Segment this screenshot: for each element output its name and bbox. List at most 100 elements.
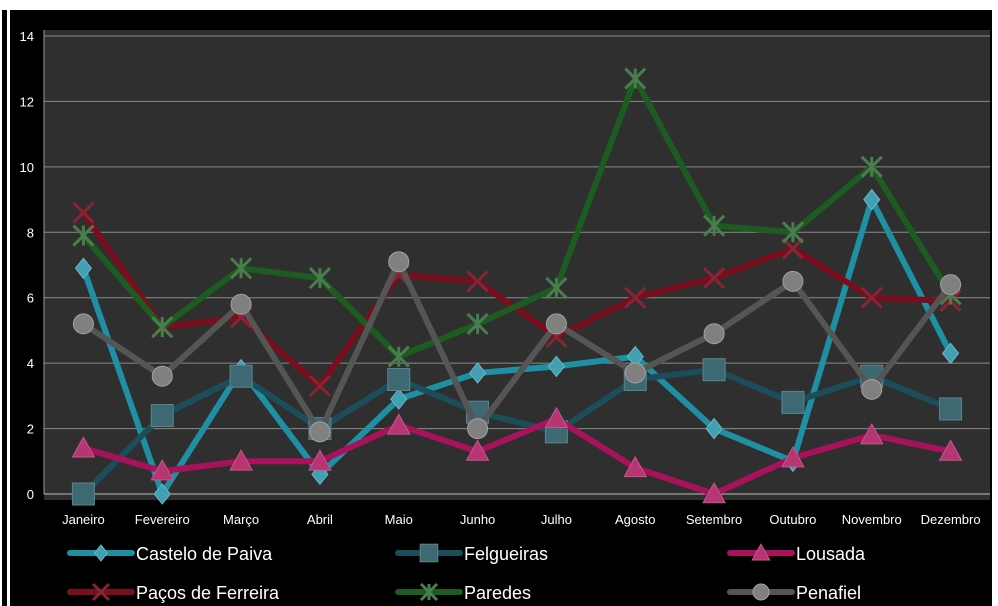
legend-item-paredes: Paredes — [395, 582, 531, 603]
x-tick-label: Julho — [541, 512, 572, 527]
data-point-lousada — [150, 459, 175, 481]
legend-swatch-marker — [419, 543, 439, 563]
data-point-penafiel — [467, 418, 489, 440]
data-point-penafiel — [624, 362, 646, 384]
data-point-lousada — [859, 423, 884, 445]
series-line-castelo-de-paiva — [80, 196, 954, 497]
data-point-felgueiras — [939, 397, 963, 421]
x-tick-label: Junho — [460, 512, 495, 527]
data-point-paredes — [308, 267, 331, 290]
legend-swatch-marker — [93, 544, 109, 562]
y-tick-label: 12 — [20, 94, 34, 109]
data-point-castelo-de-paiva — [468, 362, 487, 384]
legend-label: Penafiel — [796, 583, 861, 603]
data-point-lousada — [71, 436, 96, 458]
y-tick-label: 8 — [27, 225, 34, 240]
data-point-lousada — [386, 413, 411, 435]
data-point-lousada — [229, 449, 253, 471]
data-point-felgueiras — [229, 364, 253, 388]
data-point-felgueiras — [702, 358, 726, 382]
data-point-penafiel — [151, 365, 173, 387]
data-point-castelo-de-paiva — [547, 355, 566, 378]
x-tick-label: Novembro — [842, 512, 902, 527]
data-point-castelo-de-paiva — [390, 388, 408, 410]
legend-swatch-marker — [91, 582, 111, 602]
series-lousada — [71, 406, 963, 504]
legend-label: Felgueiras — [464, 544, 548, 564]
data-point-penafiel — [309, 421, 331, 443]
data-point-castelo-de-paiva — [153, 483, 171, 505]
y-tick-label: 14 — [20, 29, 34, 44]
y-tick-label: 0 — [27, 487, 34, 502]
legend-swatch-marker — [751, 543, 771, 561]
legend-swatch-marker — [419, 582, 439, 602]
y-tick-label: 4 — [27, 356, 34, 371]
series-line-penafiel — [80, 258, 954, 435]
data-point-lousada — [938, 439, 963, 461]
axes: 0 2 4 6 8 10 12 14 Janeiro Fevereiro Março Abril Mai… — [20, 29, 990, 527]
data-point-pa-os-de-ferreira — [72, 201, 95, 224]
data-point-pa-os-de-ferreira — [624, 286, 647, 309]
left-border — [2, 10, 7, 606]
legend-item-castelo-de-paiva: Castelo de Paiva — [67, 544, 273, 564]
data-point-pa-os-de-ferreira — [781, 237, 804, 260]
data-point-paredes — [860, 155, 883, 178]
data-point-penafiel — [230, 293, 252, 315]
data-point-paredes — [387, 345, 410, 368]
legend-label: Lousada — [796, 544, 866, 564]
legend: Castelo de Paiva Felgueiras Lousada Paços d… — [67, 543, 866, 603]
x-tick-label: Dezembro — [921, 512, 981, 527]
x-tick-label: Janeiro — [62, 512, 105, 527]
data-point-lousada — [465, 439, 490, 461]
data-point-felgueiras — [781, 390, 805, 414]
data-point-paredes — [466, 312, 489, 335]
legend-label: Paços de Ferreira — [136, 583, 280, 603]
data-point-penafiel — [72, 313, 94, 335]
data-point-paredes — [151, 316, 174, 339]
data-point-pa-os-de-ferreira — [308, 374, 331, 398]
plot-area — [44, 30, 990, 500]
legend-label: Paredes — [464, 583, 531, 603]
x-tick-label: Fevereiro — [135, 512, 190, 527]
data-point-felgueiras — [150, 403, 174, 427]
data-point-paredes — [230, 257, 253, 280]
series-line-felgueiras — [80, 366, 954, 497]
series-lines — [71, 67, 963, 506]
data-point-penafiel — [940, 274, 962, 296]
data-point-lousada — [308, 449, 332, 471]
data-point-paredes — [781, 221, 804, 244]
data-point-paredes — [703, 214, 726, 237]
data-point-castelo-de-paiva — [74, 257, 93, 280]
data-point-penafiel — [861, 378, 883, 400]
data-point-pa-os-de-ferreira — [860, 286, 883, 309]
legend-swatch-marker — [752, 583, 770, 601]
data-point-penafiel — [703, 323, 725, 345]
data-point-penafiel — [545, 313, 567, 335]
series-line-paredes — [80, 75, 954, 360]
legend-item-penafiel: Penafiel — [727, 583, 861, 603]
data-point-castelo-de-paiva — [941, 342, 960, 365]
legend-item-lousada: Lousada — [727, 543, 866, 564]
legend-item-felgueiras: Felgueiras — [395, 543, 548, 564]
x-tick-label: Agosto — [615, 512, 655, 527]
data-point-lousada — [781, 445, 805, 468]
data-point-lousada — [544, 406, 569, 429]
x-tick-label: Outubro — [769, 512, 816, 527]
data-point-paredes — [624, 67, 647, 90]
x-tick-label: Setembro — [686, 512, 742, 527]
legend-label: Castelo de Paiva — [136, 544, 273, 564]
data-point-paredes — [545, 276, 568, 299]
legend-item-pa-os-de-ferreira: Paços de Ferreira — [67, 582, 280, 603]
x-tick-label: Março — [223, 512, 259, 527]
data-point-penafiel — [388, 251, 410, 273]
x-tick-label: Abril — [307, 512, 333, 527]
data-point-lousada — [623, 455, 648, 478]
data-point-lousada — [702, 481, 726, 504]
y-tick-label: 6 — [27, 291, 34, 306]
series-line-lousada — [80, 415, 954, 497]
data-point-felgueiras — [71, 482, 95, 506]
data-point-castelo-de-paiva — [863, 188, 881, 211]
data-point-penafiel — [782, 270, 804, 292]
